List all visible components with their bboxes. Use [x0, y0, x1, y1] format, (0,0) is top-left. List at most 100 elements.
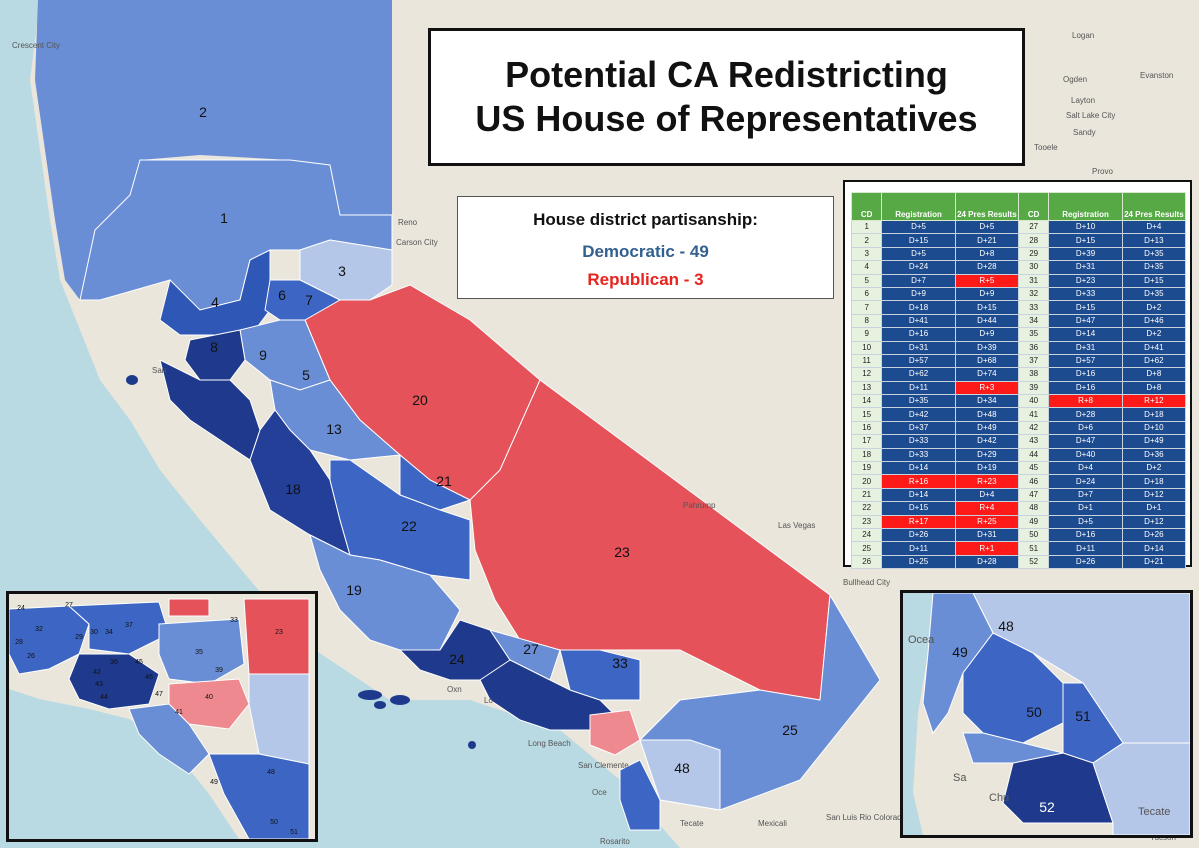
lean-cell: R+23 [954, 474, 1019, 489]
table-row: 25 D+11 R+1 51 D+11 D+14 [850, 541, 1187, 556]
cd-cell: 35 [1017, 327, 1050, 342]
la-inset-label: 48 [267, 769, 275, 776]
cd-cell: 33 [1017, 300, 1050, 315]
table-row: 5 D+7 R+5 31 D+23 D+15 [850, 273, 1187, 288]
lean-cell: D+37 [881, 420, 956, 436]
lean-cell: R+12 [1121, 394, 1187, 409]
lean-cell: D+26 [1121, 527, 1187, 543]
label-district-20: 20 [412, 392, 428, 408]
cd-cell: 50 [1017, 527, 1050, 543]
cd-cell: 3 [850, 246, 883, 262]
lean-cell: D+12 [1121, 487, 1187, 503]
cd-cell: 27 [1017, 219, 1050, 235]
place-pahrump: Pahrump [683, 501, 716, 510]
lean-cell: D+16 [1048, 527, 1123, 543]
sd-inset-map: 48 49 50 51 52 Ocea Sa Chu Tecate [900, 590, 1193, 838]
cd-cell: 34 [1017, 313, 1050, 329]
district-table-box: CD Registration 24 Pres Results CD Registrat… [843, 180, 1192, 570]
lean-cell: D+39 [954, 340, 1019, 355]
label-district-8: 8 [210, 339, 218, 355]
label-district-4: 4 [211, 294, 219, 310]
title-line-2: US House of Representatives [475, 98, 978, 139]
cd-cell: 16 [850, 420, 883, 436]
lean-cell: D+48 [954, 407, 1019, 422]
cd-cell: 4 [850, 260, 883, 275]
place-sanfran: San [152, 366, 166, 375]
la-inset-label: 24 [17, 605, 25, 612]
cd-cell: 49 [1017, 514, 1050, 529]
cd-cell: 46 [1017, 474, 1050, 489]
cd-cell: 17 [850, 434, 883, 449]
lean-cell: D+15 [954, 300, 1019, 315]
table-row: 9 D+16 D+9 35 D+14 D+2 [850, 327, 1187, 342]
sd-place-ocean: Ocea [908, 634, 935, 646]
lean-cell: R+4 [954, 501, 1019, 516]
lean-cell: D+8 [1121, 367, 1187, 382]
la-inset-label: 36 [110, 659, 118, 666]
la-inset-label: 50 [270, 819, 278, 826]
lean-cell: R+1 [954, 541, 1019, 556]
table-header-cell: Registration [881, 192, 956, 221]
table-row: 20 R+16 R+23 46 D+24 D+18 [850, 474, 1187, 489]
place-ogden: Ogden [1063, 75, 1087, 84]
lean-cell: D+9 [954, 327, 1019, 342]
sd-place-san: Sa [953, 772, 967, 784]
cd-cell: 30 [1017, 260, 1050, 275]
label-district-9: 9 [259, 347, 267, 363]
la-inset-label: 23 [275, 629, 283, 636]
lean-cell: D+41 [1121, 340, 1187, 355]
lean-cell: D+35 [1121, 286, 1187, 302]
cd-cell: 19 [850, 461, 883, 476]
lean-cell: D+4 [1121, 219, 1187, 235]
table-header-cell: CD [850, 192, 883, 221]
label-district-1: 1 [220, 210, 228, 226]
la-inset-label: 47 [155, 691, 163, 698]
lean-cell: D+57 [881, 353, 956, 369]
place-evanston: Evanston [1140, 71, 1173, 80]
cd-cell: 20 [850, 474, 883, 489]
channel-island [374, 701, 386, 709]
sd-label-51: 51 [1075, 708, 1091, 724]
lean-cell: D+8 [954, 246, 1019, 262]
cd-cell: 7 [850, 300, 883, 315]
title-line-1: Potential CA Redistricting [505, 54, 948, 95]
label-district-2: 2 [199, 104, 207, 120]
la-inset-label: 32 [35, 626, 43, 633]
legend-democratic: Democratic - 49 [582, 242, 709, 261]
cd-cell: 29 [1017, 246, 1050, 262]
table-header-cell: 24 Pres Results [954, 192, 1019, 221]
inset-district-23-top [168, 598, 210, 617]
label-district-19: 19 [346, 582, 362, 598]
label-district-13: 13 [326, 421, 342, 437]
lean-cell: D+57 [1048, 353, 1123, 369]
lean-cell: D+31 [954, 527, 1019, 543]
cd-cell: 42 [1017, 420, 1050, 436]
table-header-row: CD Registration 24 Pres Results CD Registrat… [850, 192, 1187, 221]
lean-cell: D+15 [1048, 233, 1123, 248]
lean-cell: D+28 [954, 260, 1019, 275]
cd-cell: 14 [850, 394, 883, 409]
lean-cell: D+14 [881, 487, 956, 503]
la-inset-label: 39 [215, 667, 223, 674]
table-row: 19 D+14 D+19 45 D+4 D+2 [850, 461, 1187, 476]
place-oce: Oce [592, 788, 607, 797]
la-inset-label: 41 [175, 709, 183, 716]
la-inset-label: 45 [135, 659, 143, 666]
la-inset-label: 40 [205, 694, 213, 701]
cd-cell: 10 [850, 340, 883, 355]
district-22 [329, 459, 471, 581]
cd-cell: 15 [850, 407, 883, 422]
lean-cell: D+33 [1048, 286, 1123, 302]
sd-inset-svg: 48 49 50 51 52 Ocea Sa Chu Tecate [908, 593, 1190, 835]
cd-cell: 5 [850, 273, 883, 288]
place-provo: Provo [1092, 167, 1113, 176]
place-bullhead: Bullhead City [843, 578, 890, 587]
la-inset-svg: 24 27 32 28 29 30 26 34 37 36 42 43 44 45 46 47 40 41 33 23… [9, 594, 315, 839]
place-longbeach: Long Beach [528, 739, 571, 748]
cd-cell: 45 [1017, 461, 1050, 476]
lean-cell: D+46 [1121, 313, 1187, 329]
cd-cell: 31 [1017, 273, 1050, 288]
la-inset-label: 34 [105, 629, 113, 636]
table-row: 13 D+11 R+3 39 D+16 D+8 [850, 380, 1187, 396]
lean-cell: D+35 [881, 394, 956, 409]
